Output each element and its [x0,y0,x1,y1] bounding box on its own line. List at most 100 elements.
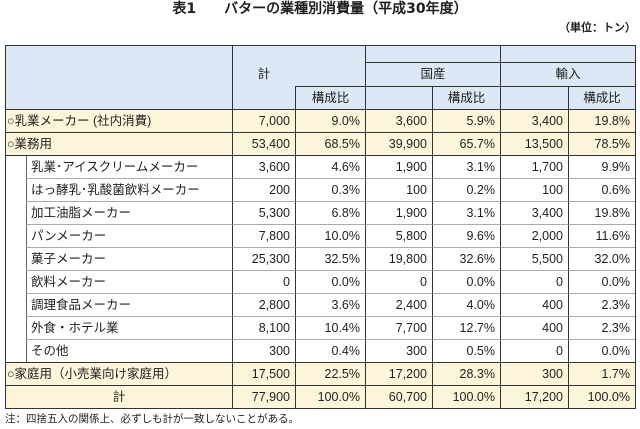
breakdown-label: 菓子メーカー [26,247,232,270]
total-ratio-cell: 0.4% [295,339,365,362]
imported-value-cell: 0 [500,339,568,362]
category-label: ○家庭用（小売業向け家庭用） [5,362,232,385]
domestic-value-cell: 3,600 [365,109,432,132]
imported-ratio-header: 構成比 [568,86,635,109]
category-row: ○家庭用（小売業向け家庭用） 17,500 22.5% 17,200 28.3% 300 1… [5,362,635,385]
category-row: ○乳業メーカー (社内消費) 7,000 9.0% 3,600 5.9% 3,400 19.… [5,109,635,132]
breakdown-row: 外食・ホテル業 8,100 10.4% 7,700 12.7% 400 2.3% [5,316,635,339]
domestic-ratio-cell: 0.2% [432,178,500,201]
imported-ratio-cell: 32.0% [568,247,635,270]
domestic-ratio-cell: 9.6% [432,224,500,247]
imported-ratio-cell: 9.9% [568,155,635,178]
imported-value-cell: 13,500 [500,132,568,155]
domestic-ratio-cell: 3.1% [432,201,500,224]
consumption-table: 計 国産 輸入 構成比 構成比 構成比 ○乳業メーカー (社内消費) 7,000 9… [5,45,636,409]
domestic-value-cell: 1,900 [365,201,432,224]
total-ratio-cell: 22.5% [295,362,365,385]
total-value-cell: 5,300 [232,201,295,224]
total-value-cell: 0 [232,270,295,293]
breakdown-row: 菓子メーカー 25,300 32.5% 19,800 32.6% 5,500 32.0% [5,247,635,270]
domestic-value-cell: 1,900 [365,155,432,178]
total-ratio-cell: 3.6% [295,293,365,316]
category-column-header [5,45,232,109]
domestic-column-header: 国産 [365,62,500,86]
domestic-value-cell: 19,800 [365,247,432,270]
breakdown-label: その他 [26,339,232,362]
total-header-label: 計 [257,67,271,81]
breakdown-label: パンメーカー [26,224,232,247]
domestic-value-cell: 0 [365,270,432,293]
total-ratio-cell: 0.3% [295,178,365,201]
imported-ratio-cell: 2.3% [568,316,635,339]
domestic-value-subheader [365,86,432,109]
breakdown-label: 乳業･アイスクリームメーカー [26,155,232,178]
imported-ratio-cell: 19.8% [568,201,635,224]
breakdown-row: はっ酵乳･乳酸菌飲料メーカー 200 0.3% 100 0.2% 100 0.6% [5,178,635,201]
domestic-value-cell: 300 [365,339,432,362]
breakdown-row: その他 300 0.4% 300 0.5% 0 0.0% [5,339,635,362]
unit-label: （単位：トン） [559,21,636,34]
total-value-cell: 7,800 [232,224,295,247]
imported-value-subheader [500,86,568,109]
breakdown-label: 調理食品メーカー [26,293,232,316]
imported-value-cell: 400 [500,316,568,339]
imported-value-cell: 5,500 [500,247,568,270]
table-body: ○乳業メーカー (社内消費) 7,000 9.0% 3,600 5.9% 3,400 19.… [5,109,635,408]
total-value-cell: 17,500 [232,362,295,385]
imported-value-cell: 400 [500,293,568,316]
breakdown-row: パンメーカー 7,800 10.0% 5,800 9.6% 2,000 11.6% [5,224,635,247]
domestic-ratio-cell: 0.5% [432,339,500,362]
domestic-ratio-cell: 5.9% [432,109,500,132]
total-ratio-cell: 32.5% [295,247,365,270]
total-value-cell: 25,300 [232,247,295,270]
breakdown-label: はっ酵乳･乳酸菌飲料メーカー [26,178,232,201]
breakdown-indent [5,155,26,362]
breakdown-row: 加工油脂メーカー 5,300 6.8% 1,900 3.1% 3,400 19.8% [5,201,635,224]
total-label: 計 [5,385,232,408]
imported-ratio-cell: 1.7% [568,362,635,385]
total-ratio-header: 構成比 [295,86,365,109]
imported-ratio-cell: 2.3% [568,293,635,316]
imported-ratio-cell: 0.0% [568,270,635,293]
total-ratio-cell: 6.8% [295,201,365,224]
total-value-cell: 2,800 [232,293,295,316]
category-row: ○業務用 53,400 68.5% 39,900 65.7% 13,500 78.5% [5,132,635,155]
imported-column-header: 輸入 [500,62,635,86]
total-column-header: 計 [232,45,365,86]
imported-value-cell: 3,400 [500,201,568,224]
domestic-value-cell: 100 [365,178,432,201]
total-ratio-cell: 9.0% [295,109,365,132]
total-value-cell: 53,400 [232,132,295,155]
breakdown-label: 加工油脂メーカー [26,201,232,224]
breakdown-row: 乳業･アイスクリームメーカー 3,600 4.6% 1,900 3.1% 1,700 9.9… [5,155,635,362]
total-value-cell: 3,600 [232,155,295,178]
total-ratio-cell: 10.4% [295,316,365,339]
domestic-ratio-cell: 100.0% [432,385,500,408]
imported-ratio-cell: 78.5% [568,132,635,155]
domestic-value-cell: 5,800 [365,224,432,247]
category-label: ○乳業メーカー (社内消費) [5,109,232,132]
imported-ratio-cell: 0.0% [568,339,635,362]
total-value-cell: 7,000 [232,109,295,132]
domestic-ratio-cell: 32.6% [432,247,500,270]
total-ratio-cell: 0.0% [295,270,365,293]
breakdown-row: 飲料メーカー 0 0.0% 0 0.0% 0 0.0% [5,270,635,293]
total-row: 計 77,900 100.0% 60,700 100.0% 17,200 100.0% [5,385,635,408]
imported-value-cell: 3,400 [500,109,568,132]
total-ratio-cell: 100.0% [295,385,365,408]
domestic-value-cell: 39,900 [365,132,432,155]
total-ratio-cell: 4.6% [295,155,365,178]
domestic-value-cell: 60,700 [365,385,432,408]
imported-value-cell: 2,000 [500,224,568,247]
domestic-value-cell: 7,700 [365,316,432,339]
imported-header-spacer [500,45,635,62]
domestic-ratio-cell: 4.0% [432,293,500,316]
total-value-cell: 8,100 [232,316,295,339]
breakdown-label: 飲料メーカー [26,270,232,293]
total-value-cell: 77,900 [232,385,295,408]
breakdown-label: 外食・ホテル業 [26,316,232,339]
imported-value-cell: 0 [500,270,568,293]
total-value-subheader [232,86,295,109]
table-title: 表1 バターの業種別消費量（平成30年度） [172,1,468,17]
domestic-ratio-cell: 12.7% [432,316,500,339]
